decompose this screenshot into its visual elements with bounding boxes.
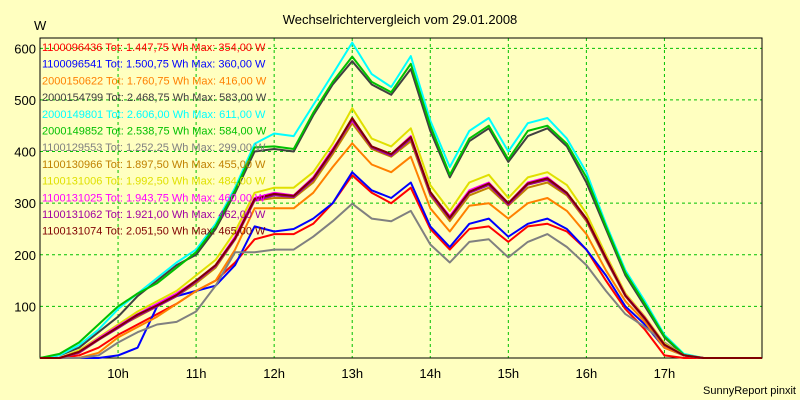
series-line-4 bbox=[39, 41, 762, 359]
x-tick-label: 15h bbox=[497, 366, 519, 381]
x-tick-label: 10h bbox=[107, 366, 129, 381]
legend-entry-4: 2000149801 Tot: 2.606,00 Wh Max: 611,00 … bbox=[42, 109, 266, 121]
x-tick-label: 14h bbox=[419, 366, 441, 381]
x-tick-label: 12h bbox=[263, 366, 285, 381]
footer-credit: SunnyReport pinxit bbox=[703, 385, 796, 397]
series-line-11 bbox=[40, 117, 762, 359]
y-tick-label: 200 bbox=[14, 248, 36, 263]
series-line-6 bbox=[40, 202, 762, 359]
series-line-3 bbox=[39, 60, 762, 359]
y-tick-label: 400 bbox=[14, 145, 36, 160]
legend-entry-9: 1100131025 Tot: 1.943,75 Wh Max: 460,00 … bbox=[42, 192, 266, 204]
legend-entry-10: 1100131062 Tot: 1.921,00 Wh Max: 462,00 … bbox=[42, 209, 266, 221]
y-tick-label: 300 bbox=[14, 196, 36, 211]
y-axis-unit-label: W bbox=[34, 18, 47, 33]
x-tick-label: 17h bbox=[654, 366, 676, 381]
x-tick-label: 11h bbox=[186, 366, 207, 381]
y-tick-label: 600 bbox=[14, 41, 36, 56]
legend-entry-2: 2000150622 Tot: 1.760,75 Wh Max: 416,00 … bbox=[42, 75, 267, 87]
legend-entry-0: 1100096436 Tot: 1.447,75 Wh Max: 354,00 … bbox=[42, 42, 266, 54]
legend-entry-11: 1100131074 Tot: 2.051,50 Wh Max: 465,00 … bbox=[42, 226, 266, 238]
y-tick-label: 500 bbox=[14, 93, 36, 108]
legend-entry-1: 1100096541 Tot: 1.500,75 Wh Max: 360,00 … bbox=[42, 59, 266, 71]
series-line-0 bbox=[40, 174, 762, 359]
chart-title: Wechselrichtervergleich vom 29.01.2008 bbox=[283, 12, 518, 27]
series-line-5 bbox=[39, 55, 762, 359]
series-layer bbox=[39, 41, 762, 359]
legend: 1100096436 Tot: 1.447,75 Wh Max: 354,00 … bbox=[42, 42, 267, 238]
legend-entry-6: 1100129553 Tot: 1.252,25 Wh Max: 299,00 … bbox=[42, 142, 266, 154]
axis-layer: 100 200 300 400 500 600 10h 11h 12h 13h 14h 15h 16h 1… bbox=[14, 37, 763, 381]
grid-layer bbox=[40, 38, 762, 358]
x-tick-label: 16h bbox=[576, 366, 598, 381]
series-line-2 bbox=[40, 142, 762, 359]
plot-frame bbox=[39, 37, 763, 359]
legend-entry-5: 2000149852 Tot: 2.538,75 Wh Max: 584,00 … bbox=[42, 126, 267, 138]
x-tick-label: 13h bbox=[341, 366, 363, 381]
legend-entry-8: 1100131006 Tot: 1.992,50 Wh Max: 484,00 … bbox=[42, 176, 266, 188]
y-tick-label: 100 bbox=[14, 299, 36, 314]
legend-entry-3: 2000154799 Tot: 2.468,75 Wh Max: 583,00 … bbox=[42, 92, 267, 104]
legend-entry-7: 1100130966 Tot: 1.897,50 Wh Max: 455,00 … bbox=[42, 159, 266, 171]
